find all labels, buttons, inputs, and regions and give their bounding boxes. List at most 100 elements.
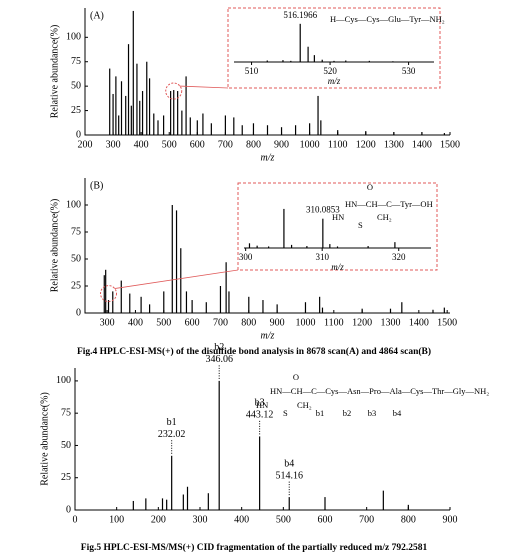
x-tick-label: 1100 xyxy=(328,139,348,150)
x-axis-label: m/z xyxy=(331,262,344,272)
x-tick-label: 1300 xyxy=(380,317,400,328)
structure-text: O xyxy=(293,372,299,382)
y-tick-label: 75 xyxy=(71,56,81,67)
structure-text: HN—CH—C—Tyr—OH xyxy=(345,199,433,209)
x-tick-label: 400 xyxy=(234,514,249,525)
y-tick-label: 50 xyxy=(71,253,81,264)
peak-label: 232.02 xyxy=(158,429,186,440)
x-tick-label: 100 xyxy=(109,514,124,525)
x-tick-label: 1000 xyxy=(300,139,320,150)
x-tick-label: 0 xyxy=(73,514,78,525)
structure-text: S xyxy=(358,220,363,230)
structure-text: b2 xyxy=(343,408,352,418)
structure-text: b3 xyxy=(368,408,377,418)
zoom-marker xyxy=(165,82,183,100)
x-tick-label: 500 xyxy=(162,139,177,150)
y-axis-label: Relative abundance(%) xyxy=(49,25,60,119)
structure-text: H—Cys—Cys—Glu—Tyr—NH₂ xyxy=(330,14,445,24)
y-tick-label: 100 xyxy=(56,375,71,386)
x-tick-label: 1200 xyxy=(352,317,372,328)
x-tick-label: 600 xyxy=(185,317,200,328)
x-tick-label: 1500 xyxy=(440,139,460,150)
y-tick-label: 100 xyxy=(66,32,81,43)
x-tick-label: 300 xyxy=(193,514,208,525)
y-tick-label: 100 xyxy=(66,199,81,210)
x-tick-label: 320 xyxy=(392,252,406,262)
y-tick-label: 0 xyxy=(76,307,81,318)
x-tick-label: 900 xyxy=(443,514,458,525)
x-tick-label: 800 xyxy=(401,514,416,525)
zoom-line xyxy=(114,269,239,289)
x-tick-label: 1000 xyxy=(295,317,315,328)
x-tick-label: 600 xyxy=(318,514,333,525)
x-tick-label: 1200 xyxy=(356,139,376,150)
x-tick-label: 1300 xyxy=(384,139,404,150)
x-tick-label: 900 xyxy=(270,317,285,328)
y-tick-label: 25 xyxy=(71,280,81,291)
ion-label: b4 xyxy=(284,458,294,469)
x-tick-label: 500 xyxy=(276,514,291,525)
ion-label: b3 xyxy=(255,398,265,409)
y-tick-label: 75 xyxy=(61,407,71,418)
structure-text: b4 xyxy=(393,408,402,418)
x-tick-label: 800 xyxy=(241,317,256,328)
x-tick-label: 300 xyxy=(106,139,121,150)
x-tick-label: 530 xyxy=(402,66,416,76)
x-tick-label: 1400 xyxy=(409,317,429,328)
x-tick-label: 700 xyxy=(218,139,233,150)
zoom-marker xyxy=(100,285,118,303)
x-tick-label: 600 xyxy=(190,139,205,150)
peak-label: 516.1966 xyxy=(283,10,317,20)
structure-text: S xyxy=(283,408,288,418)
structure-text: CH₂ xyxy=(297,400,312,410)
x-tick-label: 1400 xyxy=(412,139,432,150)
y-tick-label: 0 xyxy=(66,504,71,515)
ion-label: b2 xyxy=(214,342,224,353)
structure-text: HN—CH—C—Cys—Asn—Pro—Ala—Cys—Thr—Gly—NH₂ xyxy=(270,386,489,396)
peak-label: 310.0853 xyxy=(306,205,340,215)
x-axis-label: m/z xyxy=(261,330,275,341)
peak-label: 346.06 xyxy=(205,354,233,365)
x-tick-label: 800 xyxy=(246,139,261,150)
structure-text: O xyxy=(367,182,373,192)
y-axis-label: Relative abundance(%) xyxy=(49,199,60,293)
y-tick-label: 50 xyxy=(71,80,81,91)
y-tick-label: 25 xyxy=(71,105,81,116)
inset-box xyxy=(227,7,441,89)
x-tick-label: 1500 xyxy=(437,317,457,328)
x-axis-label: m/z xyxy=(261,152,275,163)
x-tick-label: 700 xyxy=(213,317,228,328)
x-tick-label: 200 xyxy=(151,514,166,525)
x-tick-label: 200 xyxy=(78,139,93,150)
panel-label: (A) xyxy=(90,10,104,21)
peak-label: 443.12 xyxy=(246,410,274,421)
caption: Fig.5 HPLC-ESI-MS/MS(+) CID fragmentatio… xyxy=(81,542,428,553)
x-tick-label: 400 xyxy=(134,139,149,150)
y-tick-label: 50 xyxy=(61,440,71,451)
x-tick-label: 520 xyxy=(323,66,337,76)
peak-label: 514.16 xyxy=(275,470,303,481)
structure-text: CH₂ xyxy=(377,212,392,222)
caption: Fig.4 HPLC-ESI-MS(+) of the disulfide bo… xyxy=(77,346,431,357)
x-tick-label: 900 xyxy=(274,139,289,150)
y-tick-label: 75 xyxy=(71,226,81,237)
x-tick-label: 1100 xyxy=(324,317,344,328)
ion-label: b1 xyxy=(167,417,177,428)
x-tick-label: 510 xyxy=(245,66,259,76)
y-tick-label: 25 xyxy=(61,472,71,483)
x-tick-label: 300 xyxy=(239,252,253,262)
x-tick-label: 400 xyxy=(128,317,143,328)
zoom-line xyxy=(179,85,229,89)
inset-box xyxy=(237,182,438,271)
structure-text: HN xyxy=(332,212,344,222)
x-tick-label: 700 xyxy=(359,514,374,525)
x-tick-label: 300 xyxy=(100,317,115,328)
structure-text: b1 xyxy=(316,408,325,418)
structure-text: HN xyxy=(256,400,268,410)
panel-label: (B) xyxy=(90,180,103,191)
x-tick-label: 500 xyxy=(156,317,171,328)
x-axis-label: m/z xyxy=(328,76,341,86)
y-tick-label: 0 xyxy=(76,129,81,140)
x-tick-label: 310 xyxy=(315,252,329,262)
